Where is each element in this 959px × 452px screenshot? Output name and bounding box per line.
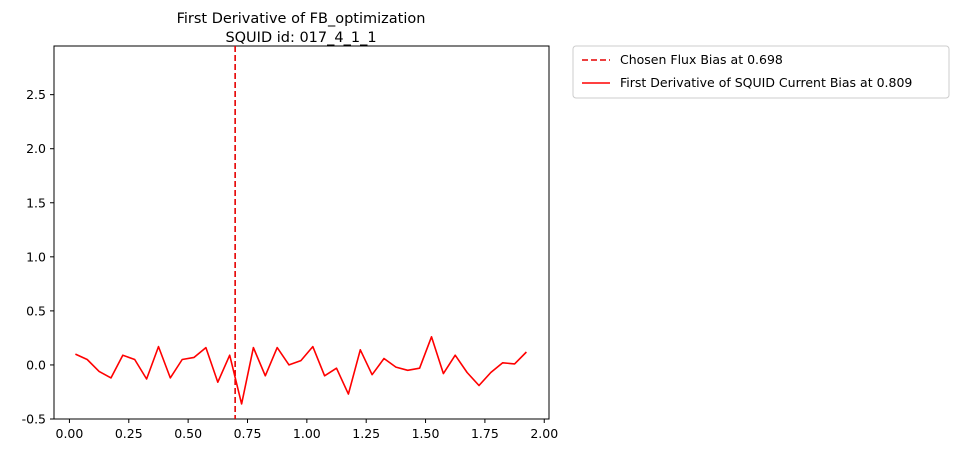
y-tick-label: 1.5: [26, 195, 46, 210]
chart-subtitle: SQUID id: 017_4_1_1: [225, 30, 376, 46]
legend-box: [572, 45, 950, 99]
x-tick-label: 1.50: [412, 426, 440, 441]
chart-title: First Derivative of FB_optimization: [177, 11, 426, 27]
x-tick-label: 1.00: [293, 426, 321, 441]
y-tick-label: -0.5: [22, 412, 46, 427]
x-axis: 0.00 0.25 0.50 0.75 1.00 1.25 1.50 1.75 2.00: [56, 419, 558, 441]
x-tick-label: 0.25: [115, 426, 143, 441]
y-tick-label: 0.5: [26, 303, 46, 318]
y-tick-label: 2.5: [26, 87, 46, 102]
y-tick-label: 0.0: [26, 357, 46, 372]
y-tick-label: 2.0: [26, 141, 46, 156]
x-tick-label: 2.00: [530, 426, 558, 441]
series-line-first-derivative: [75, 335, 527, 405]
x-tick-label: 1.75: [471, 426, 499, 441]
legend-label-first-derivative: First Derivative of SQUID Current Bias a…: [620, 75, 912, 90]
legend: Chosen Flux Bias at 0.698 First Derivati…: [572, 45, 950, 99]
x-tick-label: 1.25: [352, 426, 380, 441]
y-axis: -0.5 0.0 0.5 1.0 1.5 2.0 2.5: [22, 87, 54, 427]
x-tick-label: 0.75: [234, 426, 262, 441]
legend-label-chosen-flux-bias: Chosen Flux Bias at 0.698: [620, 52, 783, 67]
plot-area: [53, 45, 550, 420]
y-tick-label: 1.0: [26, 249, 46, 264]
x-tick-label: 0.00: [56, 426, 84, 441]
x-tick-label: 0.50: [174, 426, 202, 441]
